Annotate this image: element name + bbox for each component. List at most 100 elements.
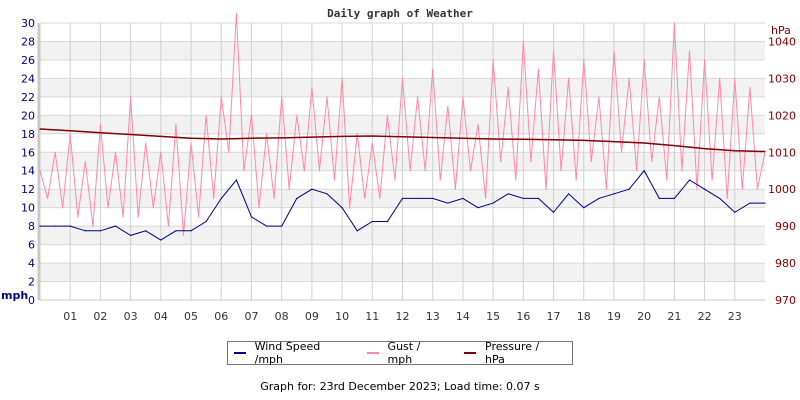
data-point [160,135,162,137]
legend-swatch [234,352,246,354]
data-point [477,123,479,126]
data-point [469,170,472,172]
data-point [696,188,698,190]
data-point [326,96,328,98]
data-point [175,230,177,232]
data-point [552,211,555,213]
left-axis-tick-label: 6 [28,239,35,252]
data-point [190,142,192,144]
data-point [250,216,253,218]
x-axis-tick-label: 08 [275,310,289,323]
x-axis-tick-label: 05 [184,310,198,323]
data-point [99,132,102,134]
data-point [107,207,109,209]
x-axis-tick-label: 23 [728,310,742,323]
data-point [575,179,577,181]
legend-item-gust: Gust / mph [366,340,446,366]
data-point [462,96,464,98]
x-axis-tick-label: 04 [154,310,168,323]
data-point [356,230,358,232]
data-point [681,170,683,172]
data-point [228,151,230,153]
data-point [84,230,86,232]
footer-text: Graph for: 23rd December 2023; Load time… [260,380,540,393]
data-point [719,197,721,200]
data-point [371,142,373,144]
data-point [477,207,479,209]
data-point [258,207,260,209]
data-point [296,197,298,200]
data-point [99,123,102,126]
data-point [620,151,623,153]
data-point [160,239,162,241]
x-axis-tick-label: 22 [698,310,712,323]
data-point [311,87,313,89]
data-point [341,135,343,137]
data-point [197,216,200,218]
x-axis-tick-label: 17 [547,310,561,323]
data-point [130,96,132,98]
right-axis-tick-label: 1040 [768,35,796,48]
data-point [507,87,509,89]
data-point [364,197,366,200]
data-point [673,22,675,24]
data-point [560,170,562,172]
data-point [394,179,396,181]
data-point [69,130,71,132]
data-point [522,40,524,43]
data-point [749,202,751,204]
data-point [552,139,555,141]
data-point [409,170,411,172]
data-point [613,140,615,143]
left-axis-tick-label: 20 [21,109,35,122]
data-point [62,207,64,209]
x-axis-tick-label: 06 [214,310,228,323]
data-point [401,77,404,79]
x-axis-tick-label: 02 [93,310,107,323]
data-point [734,150,736,152]
data-point [250,137,253,139]
left-axis-tick-label: 30 [21,17,35,30]
data-point [46,197,49,200]
data-point [726,197,728,200]
data-point [235,179,237,181]
right-axis-tick-label: 1010 [768,146,796,159]
legend-label: Gust / mph [387,340,421,366]
data-point [356,133,358,135]
data-point [39,170,41,172]
data-point [39,225,41,227]
data-point [190,230,192,232]
data-point [130,234,132,236]
data-point [439,179,441,181]
legend-item-pressure: Pressure / hPa [464,340,560,366]
legend-swatch [366,352,379,354]
data-point [628,77,630,79]
right-axis-tick-label: 970 [775,294,796,307]
data-point [764,202,766,204]
data-point [333,179,336,181]
left-axis-tick-label: 26 [21,54,35,67]
data-point [628,188,630,190]
right-axis-tick-label: 1030 [768,72,796,85]
left-axis-tick-label: 8 [28,220,35,233]
data-point [265,133,268,135]
data-point [522,197,524,200]
data-point [349,207,351,209]
x-axis-tick-label: 12 [396,310,410,323]
data-point [84,160,86,163]
data-point [190,137,192,139]
data-point [530,160,532,163]
data-point [401,197,404,200]
data-point [318,170,321,172]
right-axis-tick-label: 1020 [768,109,796,122]
x-axis-tick-label: 07 [244,310,258,323]
data-point [288,188,290,190]
data-point [583,207,585,209]
data-point [130,133,132,136]
data-point [303,170,305,172]
data-point [568,77,570,79]
series-gust [39,13,766,236]
left-axis-tick-label: 14 [21,165,35,178]
data-point [666,179,668,181]
data-point [590,160,592,163]
